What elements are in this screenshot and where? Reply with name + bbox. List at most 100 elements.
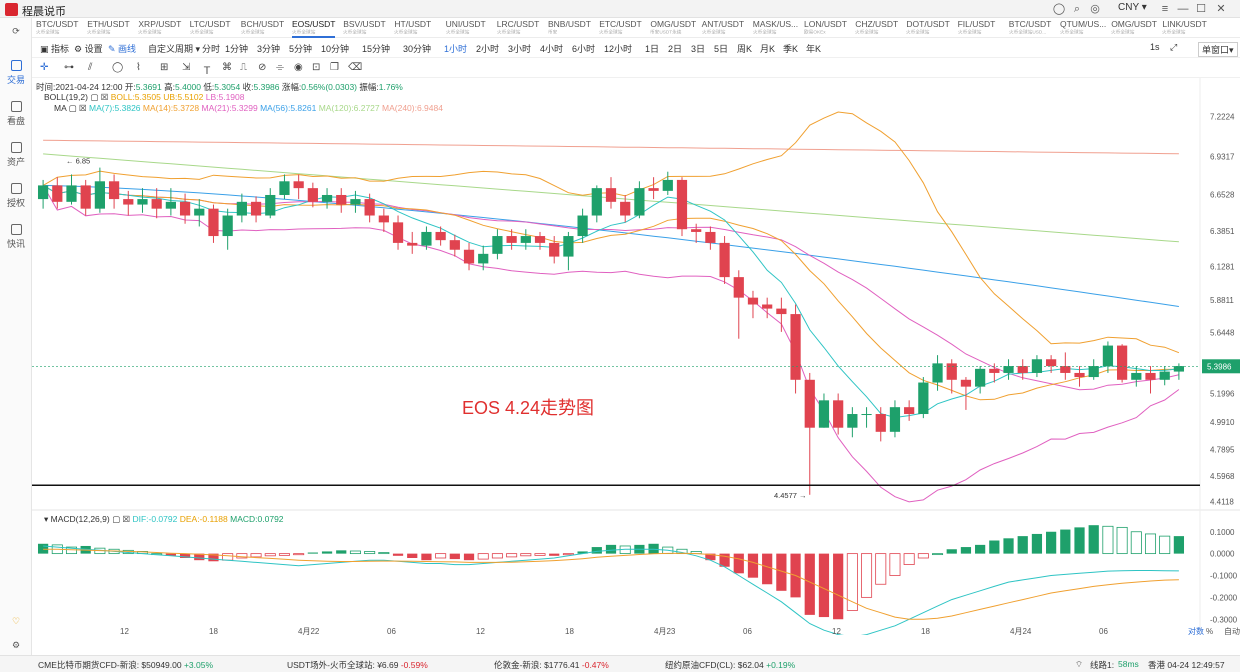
sidebar-refresh-icon[interactable]: ⟳ (12, 26, 20, 36)
footer-quote[interactable]: 伦敦金-新浪: $1776.41 -0.47% (494, 659, 609, 671)
ticker-tab[interactable]: UNI/USDT 火币全球站 (446, 20, 486, 38)
period-季K[interactable]: 季K (783, 44, 799, 54)
currency-select[interactable]: CNY ▾ (1118, 2, 1147, 13)
ticker-tab[interactable]: MASK/US... 火币全球站 (753, 20, 798, 38)
sidebar-item-wallet[interactable]: 资产 (0, 142, 32, 168)
ruler-icon[interactable]: ⎍ (240, 62, 247, 73)
circle-icon[interactable]: ◯ (112, 62, 124, 73)
text-tool-icon[interactable]: Ｔ (202, 66, 212, 77)
ticker-exchange: 火币全球站 (1060, 29, 1084, 35)
ticker-tab[interactable]: OMG/USDT 币安USDT永续 (650, 20, 696, 38)
ohlc-info: 时间:2021-04-24 12:00 开:5.3691 高:5.4000 低:… (36, 82, 403, 92)
sidebar-item-chart[interactable]: 交易 (0, 60, 32, 86)
candle-body (719, 242, 730, 278)
refresh-rate[interactable]: 1s (1150, 42, 1160, 52)
custom-period-button[interactable]: 自定义周期 ▾ (148, 44, 201, 54)
screenshot-icon[interactable]: ⤢ (1170, 42, 1178, 52)
measure-icon[interactable]: ⇲ (182, 62, 191, 73)
scale-toggle[interactable]: 对数 (1188, 626, 1204, 635)
ticker-tab[interactable]: BTC/USDT 火币全球站USD... (1009, 20, 1053, 38)
period-5日[interactable]: 5日 (714, 44, 729, 54)
ticker-tab[interactable]: HT/USDT 火币全球站 (394, 20, 431, 38)
settings-button[interactable]: ⚙ 设置 (74, 44, 103, 54)
scale-toggle[interactable]: 自动 (1224, 626, 1240, 635)
candle-body (492, 236, 503, 254)
period-1日[interactable]: 1日 (645, 44, 660, 54)
period-2日[interactable]: 2日 (668, 44, 683, 54)
headset-icon[interactable]: ◎ (1090, 3, 1100, 15)
search-icon[interactable]: ⌕ (1073, 3, 1081, 15)
copy-icon[interactable]: ❐ (330, 62, 339, 73)
ticker-tab[interactable]: BNB/USDT 币安 (548, 20, 591, 38)
candlestick-chart: 7.2224 6.9317 6.6528 6.3851 6.1281 5.8811 5.64… (32, 78, 1240, 635)
lock-icon[interactable]: ⊡ (312, 62, 321, 73)
bell-icon[interactable]: ◯ (1052, 3, 1066, 15)
period-12小时[interactable]: 12小时 (604, 44, 633, 54)
period-1分钟[interactable]: 1分钟 (225, 44, 249, 54)
sidebar-item-monitor[interactable]: 看盘 (0, 101, 32, 127)
period-15分钟[interactable]: 15分钟 (362, 44, 391, 54)
ticker-tab[interactable]: ETH/USDT 火币全球站 (87, 20, 130, 38)
period-6小时[interactable]: 6小时 (572, 44, 596, 54)
ticker-tab[interactable]: ETC/USDT 火币全球站 (599, 20, 642, 38)
period-年K[interactable]: 年K (806, 44, 822, 54)
period-10分钟[interactable]: 10分钟 (321, 44, 350, 54)
ticker-tab[interactable]: LRC/USDT 火币全球站 (497, 20, 540, 38)
ticker-tab[interactable]: ANT/USDT 火币全球站 (702, 20, 745, 38)
period-4小时[interactable]: 4小时 (540, 44, 564, 54)
layout-select[interactable]: 单窗口▾ (1198, 42, 1238, 57)
ticker-tab[interactable]: BSV/USDT 火币全球站 (343, 20, 386, 38)
ruler2-icon[interactable]: ⌯ (276, 62, 284, 73)
sidebar-item-news[interactable]: 快讯 (0, 224, 32, 250)
period-分时[interactable]: 分时 (202, 44, 221, 54)
ticker-tab[interactable]: LINK/USDT 火币全球站 (1162, 20, 1206, 38)
sidebar-item-key[interactable]: 授权 (0, 183, 32, 209)
ticker-tab[interactable]: BTC/USDT 火币全球站 (36, 20, 79, 38)
fib-icon[interactable]: ⊞ (160, 62, 169, 73)
period-3小时[interactable]: 3小时 (508, 44, 532, 54)
period-5分钟[interactable]: 5分钟 (289, 44, 313, 54)
ticker-tab[interactable]: BCH/USDT 火币全球站 (241, 20, 284, 38)
period-月K[interactable]: 月K (760, 44, 776, 54)
footer-quote[interactable]: 纽约原油CFD(CL): $62.04 +0.19% (665, 659, 795, 671)
ticker-tab[interactable]: OMG/USDT 火币全球站 (1111, 20, 1157, 38)
ticker-tab[interactable]: EOS/USDT 火币全球站 (292, 20, 336, 38)
chart-area[interactable]: 时间:2021-04-24 12:00 开:5.3691 高:5.4000 低:… (32, 78, 1240, 635)
draw-button[interactable]: ✎ 画线 (108, 44, 137, 54)
price-tick: 5.6448 (1210, 329, 1235, 338)
period-3日[interactable]: 3日 (691, 44, 706, 54)
footer-quote[interactable]: USDT场外-火币全球站: ¥6.69 -0.59% (287, 659, 428, 671)
delete-icon[interactable]: ⌫ (348, 62, 363, 73)
ticker-tab[interactable]: CHZ/USDT 火币全球站 (855, 20, 898, 38)
maximize-icon[interactable]: ☐ (1196, 3, 1206, 15)
ticker-tab[interactable]: LON/USDT 欧易OKEx (804, 20, 847, 38)
line-label[interactable]: 线路1: (1090, 660, 1115, 670)
period-1小时[interactable]: 1小时 (444, 44, 468, 54)
eye-icon[interactable]: ◉ (294, 62, 303, 73)
period-3分钟[interactable]: 3分钟 (257, 44, 281, 54)
ticker-tab[interactable]: LTC/USDT 火币全球站 (190, 20, 231, 38)
period-30分钟[interactable]: 30分钟 (403, 44, 432, 54)
menu-icon[interactable]: ≡ (1161, 3, 1169, 15)
link-icon[interactable]: ⊘ (258, 62, 267, 73)
macd-bar (165, 553, 176, 556)
ticker-tab[interactable]: DOT/USDT 火币全球站 (906, 20, 949, 38)
close-icon[interactable]: ✕ (1216, 3, 1226, 15)
pen-icon[interactable]: ⌇ (136, 62, 141, 73)
magnet-icon[interactable]: ⌘ (222, 62, 232, 73)
indicator-button[interactable]: ▣ 指标 (40, 44, 70, 54)
period-周K[interactable]: 周K (737, 44, 753, 54)
ticker-tab[interactable]: XRP/USDT 火币全球站 (138, 20, 181, 38)
crosshair-icon[interactable]: ✛ (40, 62, 49, 73)
macd-bar (733, 553, 744, 574)
heart-icon[interactable]: ♡ (11, 616, 21, 626)
trendline-icon[interactable]: ⫽ (88, 62, 93, 73)
scale-toggle[interactable]: % (1206, 627, 1213, 635)
ticker-tab[interactable]: QTUM/US... 火币全球站 (1060, 20, 1106, 38)
footer-quote[interactable]: CME比特币期货CFD-新浪: $50949.00 +3.05% (38, 659, 213, 671)
period-2小时[interactable]: 2小时 (476, 44, 500, 54)
gear-icon[interactable]: ⚙ (11, 640, 21, 650)
minimize-icon[interactable]: — (1177, 3, 1189, 15)
hline-icon[interactable]: ⊶ (64, 62, 74, 73)
ticker-tab[interactable]: FIL/USDT 火币全球站 (958, 20, 996, 38)
